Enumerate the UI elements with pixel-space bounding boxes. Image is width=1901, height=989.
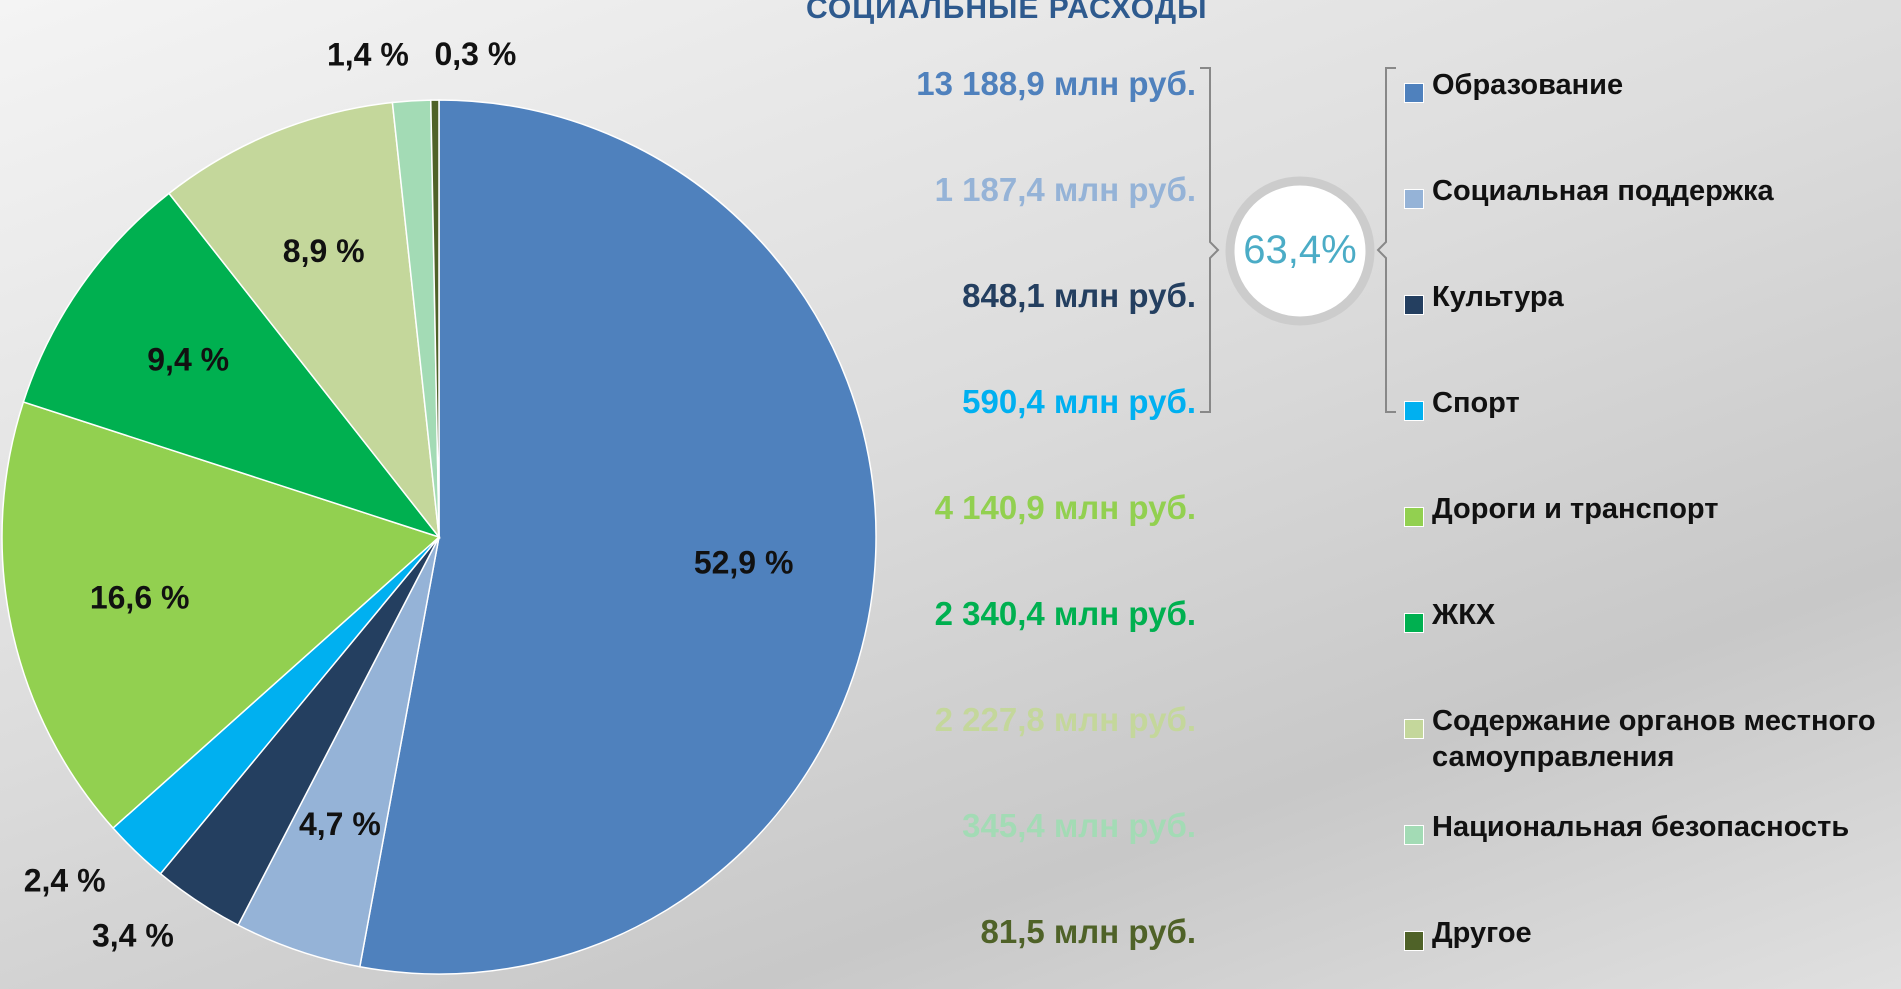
amount-label: 2 227,8 млн руб. (935, 701, 1196, 739)
slice-label: 1,4 % (327, 37, 409, 73)
amount-label: 1 187,4 млн руб. (935, 171, 1196, 209)
slice-label: 9,4 % (147, 341, 229, 377)
legend-label: Содержание органов местного самоуправлен… (1432, 703, 1892, 775)
amount-label: 4 140,9 млн руб. (935, 489, 1196, 527)
amount-label: 13 188,9 млн руб. (916, 65, 1196, 103)
slice-label: 0,3 % (434, 36, 516, 72)
legend-swatch (1404, 83, 1424, 103)
amount-label: 848,1 млн руб. (962, 277, 1196, 315)
legend-swatch (1404, 719, 1424, 739)
legend-label: Социальная поддержка (1432, 173, 1892, 209)
legend-label: ЖКХ (1432, 597, 1892, 633)
amount-label: 590,4 млн руб. (962, 383, 1196, 421)
legend-label: Национальная безопасность (1432, 809, 1892, 845)
legend-swatch (1404, 295, 1424, 315)
legend-label: Другое (1432, 915, 1892, 951)
legend-label: Культура (1432, 279, 1892, 315)
amount-label: 345,4 млн руб. (962, 807, 1196, 845)
slice-label: 52,9 % (694, 544, 794, 580)
legend-swatch (1404, 825, 1424, 845)
amount-label: 2 340,4 млн руб. (935, 595, 1196, 633)
legend-label: Образование (1432, 67, 1892, 103)
amount-label: 81,5 млн руб. (981, 913, 1197, 951)
brace (1200, 68, 1218, 412)
slide: 52,9 % 4,7 % 3,4 % 2,4 % 16,6 % 9,4 % 8,9 % 1,4… (0, 0, 1901, 989)
legend-swatch (1404, 189, 1424, 209)
chart-title: СОЦИАЛЬНЫЕ РАСХОДЫ (806, 0, 1207, 26)
slice-label: 3,4 % (92, 917, 174, 953)
slice-label: 16,6 % (90, 579, 190, 615)
legend-swatch (1404, 931, 1424, 951)
legend-label: Дороги и транспорт (1432, 491, 1892, 527)
annotation: 63,4% (1238, 228, 1362, 273)
slice-label: 8,9 % (283, 233, 365, 269)
legend-swatch (1404, 613, 1424, 633)
legend-label: Спорт (1432, 385, 1892, 421)
legend-swatch (1404, 507, 1424, 527)
legend-swatch (1404, 401, 1424, 421)
slice-label: 2,4 % (24, 863, 106, 899)
bracket (1378, 68, 1396, 412)
slice-label: 4,7 % (299, 806, 381, 842)
